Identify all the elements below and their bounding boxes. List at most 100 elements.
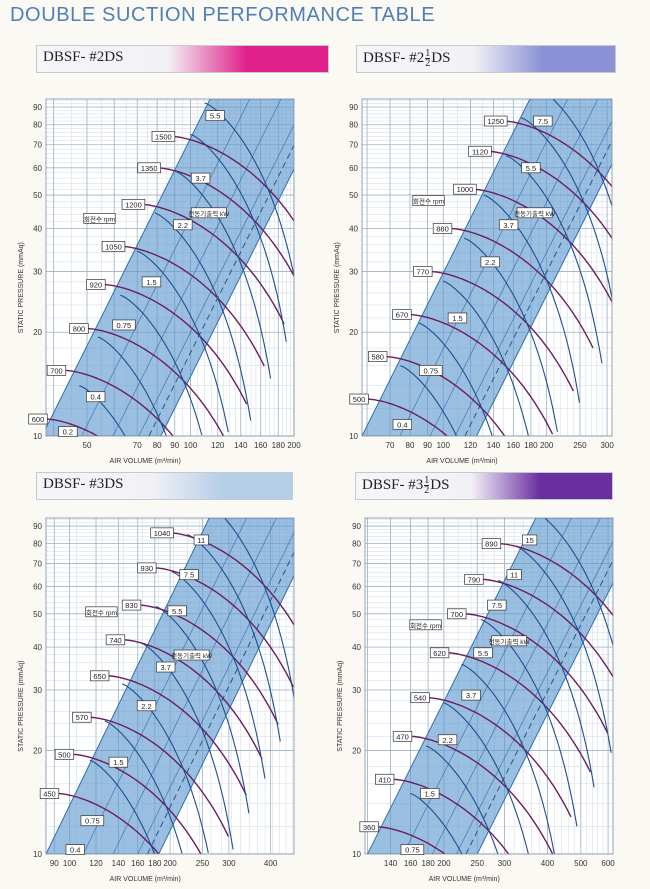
svg-text:1200: 1200 bbox=[125, 200, 142, 209]
y-tick-label: 80 bbox=[33, 540, 42, 549]
svg-text:3.7: 3.7 bbox=[195, 174, 205, 183]
kw-label: 1.5 bbox=[141, 276, 162, 288]
svg-text:500: 500 bbox=[353, 395, 366, 404]
kw-label: 7.5 bbox=[533, 115, 553, 127]
operating-band bbox=[46, 518, 294, 854]
x-tick-label: 180 bbox=[148, 859, 162, 868]
rpm-curve bbox=[430, 270, 574, 392]
rpm-label: 650 bbox=[89, 670, 110, 682]
rpm-curve bbox=[89, 716, 230, 837]
svg-text:890: 890 bbox=[485, 540, 498, 549]
kw-label: 0.75 bbox=[112, 319, 136, 331]
kw-label: 5.5 bbox=[473, 647, 493, 659]
kw-key-label: 전동기출력 kW bbox=[489, 635, 531, 647]
rpm-label: 1050 bbox=[101, 240, 126, 252]
svg-text:410: 410 bbox=[378, 775, 391, 784]
rpm-label: 570 bbox=[72, 711, 92, 723]
kw-label: 5.5 bbox=[167, 605, 187, 617]
kw-label: 0.75 bbox=[400, 844, 425, 855]
kw-label: 7.5 bbox=[179, 569, 199, 580]
rpm-label: 890 bbox=[481, 538, 502, 549]
y-tick-label: 10 bbox=[33, 850, 42, 859]
svg-text:0.4: 0.4 bbox=[70, 846, 80, 855]
svg-text:670: 670 bbox=[396, 311, 409, 320]
rpm-label: 470 bbox=[392, 730, 413, 742]
y-tick-label: 60 bbox=[33, 583, 42, 592]
rpm-label: 1000 bbox=[453, 183, 477, 195]
rpm-curve bbox=[86, 327, 225, 436]
rpm-curve bbox=[139, 604, 279, 725]
rpm-curve bbox=[481, 578, 613, 679]
svg-text:620: 620 bbox=[433, 649, 446, 658]
svg-text:2.2: 2.2 bbox=[141, 702, 151, 711]
svg-text:2.2: 2.2 bbox=[442, 736, 452, 745]
kw-label: 7.5 bbox=[487, 599, 507, 611]
y-tick-label: 40 bbox=[33, 643, 42, 652]
x-tick-label: 80 bbox=[153, 441, 162, 450]
kw-label: 11 bbox=[506, 569, 522, 580]
rpm-label: 1120 bbox=[468, 145, 492, 157]
rpm-curve bbox=[107, 675, 247, 796]
x-tick-label: 90 bbox=[170, 441, 179, 450]
y-tick-label: 80 bbox=[349, 121, 358, 130]
y-tick-label: 50 bbox=[352, 610, 361, 619]
x-tick-label: 600 bbox=[601, 859, 615, 868]
y-tick-label: 50 bbox=[33, 191, 42, 200]
svg-text:360: 360 bbox=[363, 823, 376, 832]
svg-text:0.75: 0.75 bbox=[405, 846, 420, 855]
svg-text:0.75: 0.75 bbox=[85, 817, 100, 826]
y-tick-label: 80 bbox=[352, 540, 361, 549]
rpm-curve bbox=[170, 532, 294, 627]
kw-label: 2.2 bbox=[173, 219, 193, 231]
rpm-label: 410 bbox=[375, 773, 395, 785]
model-banner-1: DBSF- #2 1 2 DS bbox=[356, 45, 616, 73]
svg-text:0.2: 0.2 bbox=[63, 428, 73, 437]
svg-text:전동기출력 kW: 전동기출력 kW bbox=[514, 209, 556, 218]
x-tick-label: 200 bbox=[540, 441, 554, 450]
svg-text:540: 540 bbox=[414, 694, 427, 703]
rpm-curve bbox=[72, 753, 202, 854]
rpm-key-label: 회전수 rpm bbox=[85, 606, 118, 618]
x-tick-label: 120 bbox=[211, 441, 225, 450]
rpm-curve bbox=[385, 355, 506, 436]
rpm-label: 920 bbox=[86, 279, 106, 290]
rpm-label: 500 bbox=[349, 393, 369, 405]
svg-text:회전수 rpm: 회전수 rpm bbox=[86, 608, 117, 617]
rpm-curve bbox=[154, 567, 294, 688]
rpm-curve bbox=[410, 735, 554, 854]
rpm-curve bbox=[121, 245, 265, 367]
x-tick-label: 300 bbox=[222, 859, 236, 868]
kw-label: 11 bbox=[193, 534, 209, 546]
rpm-curve bbox=[409, 313, 554, 435]
x-tick-label: 200 bbox=[163, 859, 177, 868]
kw-label: 3.7 bbox=[156, 661, 176, 673]
y-tick-label: 90 bbox=[33, 103, 42, 112]
y-tick-label: 10 bbox=[352, 850, 361, 859]
svg-text:830: 830 bbox=[125, 601, 138, 610]
operating-band bbox=[366, 518, 613, 854]
kw-label: 0.75 bbox=[419, 365, 443, 376]
x-tick-label: 180 bbox=[524, 441, 538, 450]
rpm-label: 830 bbox=[121, 599, 142, 611]
rpm-label: 1040 bbox=[150, 527, 174, 539]
x-tick-label: 300 bbox=[600, 441, 614, 450]
x-tick-label: 100 bbox=[184, 441, 198, 450]
y-tick-label: 70 bbox=[33, 560, 42, 569]
svg-text:580: 580 bbox=[371, 353, 384, 362]
x-tick-label: 140 bbox=[234, 441, 248, 450]
svg-text:2.2: 2.2 bbox=[485, 258, 495, 267]
kw-label: 2.2 bbox=[136, 700, 157, 712]
rpm-curve bbox=[499, 542, 613, 617]
x-tick-label: 90 bbox=[50, 859, 59, 868]
rpm-label: 930 bbox=[137, 562, 157, 574]
y-tick-label: 20 bbox=[33, 747, 42, 756]
y-tick-label: 30 bbox=[349, 268, 358, 277]
y-tick-label: 60 bbox=[33, 164, 42, 173]
svg-text:470: 470 bbox=[396, 732, 409, 741]
model-name: DBSF- #2 1 2 DS bbox=[363, 48, 451, 69]
y-tick-label: 70 bbox=[349, 141, 358, 150]
x-axis-label: AIR VOLUME (m³/min) bbox=[110, 876, 181, 883]
rpm-label: 880 bbox=[432, 223, 453, 234]
